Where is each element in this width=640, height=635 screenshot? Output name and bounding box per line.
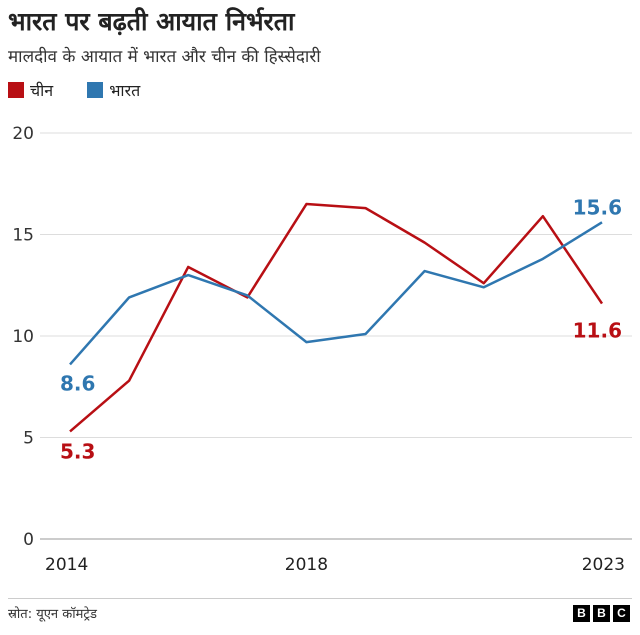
legend-item-india: भारत [87,79,140,101]
legend-label-india: भारत [109,81,141,100]
legend-item-china: चीन [8,79,53,101]
legend: चीन भारत [8,79,140,101]
chart-subtitle: मालदीव के आयात में भारत और चीन की हिस्से… [8,47,321,67]
legend-swatch-china [8,82,24,98]
bbc-logo: B B C [573,605,630,622]
series-line-china [69,202,604,433]
data-label-china-end: 11.6 [573,319,622,343]
data-label-china-start: 5.3 [60,439,95,463]
x-tick-label: 2023 [582,555,625,575]
source-note: स्रोत: यूएन कॉमट्रेड [8,607,97,622]
bbc-logo-letter: C [613,605,630,622]
data-label-india-end: 15.6 [573,195,622,219]
y-tick-label: 20 [12,124,34,144]
y-tick-label: 5 [23,429,34,449]
legend-swatch-india [87,82,104,98]
y-tick-label: 0 [23,530,34,550]
bbc-logo-letter: B [573,605,590,622]
x-tick-label: 2018 [285,555,328,575]
chart-title: भारत पर बढ़ती आयात निर्भरता [8,7,295,36]
line-chart: 0 5 10 15 20 2014 2018 2023 5.3 11.6 8.6 15.6 [12,124,632,575]
footer-divider [8,598,632,599]
bbc-logo-letter: B [593,605,610,622]
legend-label-china: चीन [30,81,54,100]
series-line-india [69,221,603,366]
y-tick-label: 10 [12,327,34,347]
y-tick-label: 15 [12,226,34,246]
data-label-india-start: 8.6 [60,371,95,395]
x-tick-label: 2014 [45,555,88,575]
